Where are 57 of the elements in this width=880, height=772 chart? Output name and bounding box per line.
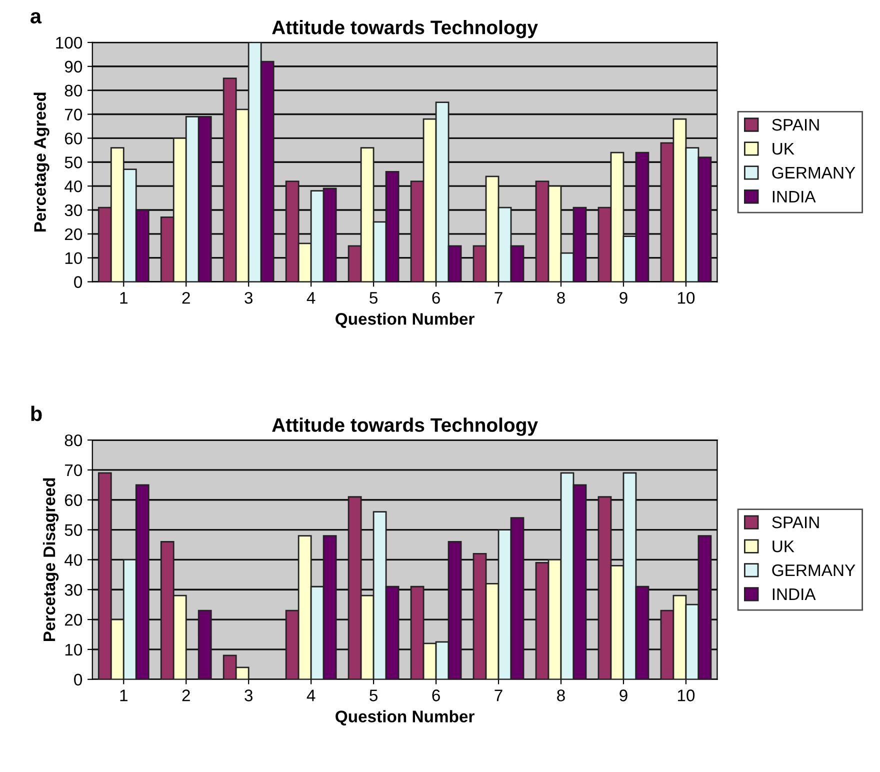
x-tick-label: 5 [370,690,378,702]
x-tick-label: 8 [557,690,565,702]
legend-label: INDIA [772,190,816,202]
x-tick-label: 1 [120,690,128,702]
x-tick-label: 6 [432,292,440,304]
x-tick-label: 5 [370,292,378,304]
y-tick-label: 0 [74,674,82,686]
x-tick-label: 10 [678,690,695,702]
legend-label: SPAIN [772,516,819,528]
x-tick-label: 8 [557,292,565,304]
y-axis-title: Percetage Disagreed [42,478,59,642]
chart-title: Attitude towards Technology [272,418,538,436]
y-tick-label: 80 [64,84,82,97]
bar [198,610,212,680]
chart-title: Attitude towards Technology [272,20,538,38]
x-tick-label: 7 [494,690,502,702]
x-tick-label: 1 [120,292,128,304]
x-tick-label: 9 [620,690,628,702]
x-tick-label: 10 [678,292,695,304]
legend-label: INDIA [772,588,816,600]
x-tick-label: 7 [494,292,502,304]
y-tick-label: 50 [64,156,82,168]
y-tick-label: 50 [64,524,82,536]
x-tick-label: 3 [244,690,252,702]
x-tick-label: 3 [244,292,252,304]
y-tick-label: 0 [74,276,82,288]
y-tick-label: 90 [64,60,82,73]
y-tick-label: 80 [64,434,82,446]
x-tick-label: 9 [620,292,628,304]
x-tick-label: 6 [432,690,440,702]
legend-label: SPAIN [772,118,819,131]
x-axis-title: Question Number [336,710,474,726]
y-tick-label: 20 [64,614,82,626]
x-tick-label: 2 [182,292,190,304]
x-tick-label: 4 [306,690,316,702]
legend-label: UK [772,540,794,552]
legend-label: GERMANY [772,166,856,179]
y-tick-label: 70 [64,464,82,476]
y-tick-label: 30 [64,204,82,216]
y-tick-label: 20 [64,228,82,240]
y-tick-label: 100 [56,36,82,49]
legend-label: GERMANY [772,564,856,576]
y-tick-label: 60 [64,132,82,144]
y-tick-label: 40 [64,554,82,566]
x-tick-label: 2 [182,690,190,702]
y-tick-label: 40 [64,180,82,192]
text: b [31,406,42,422]
y-tick-label: 70 [64,108,82,120]
y-tick-label: 10 [65,644,82,656]
y-axis-title: Percetage Agreed [34,92,50,232]
y-tick-label: 30 [64,584,82,596]
text: a [30,12,42,24]
x-axis-title: Question Number [336,312,474,328]
y-tick-label: 60 [64,494,82,506]
y-tick-label: 10 [65,252,82,264]
x-tick-label: 4 [306,292,316,304]
legend-label: UK [772,143,794,155]
